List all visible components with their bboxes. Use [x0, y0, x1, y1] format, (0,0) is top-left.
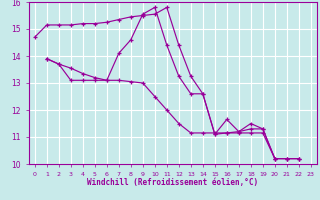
X-axis label: Windchill (Refroidissement éolien,°C): Windchill (Refroidissement éolien,°C)	[87, 178, 258, 187]
